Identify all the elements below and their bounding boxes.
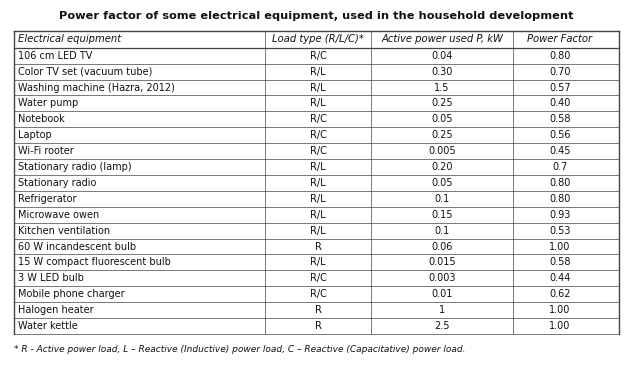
Text: 0.93: 0.93: [549, 210, 571, 220]
Text: * R - Active power load, L – Reactive (Inductive) power load, C – Reactive (Capa: * R - Active power load, L – Reactive (I…: [14, 345, 465, 354]
Text: 0.56: 0.56: [549, 130, 571, 140]
Text: R/L: R/L: [310, 225, 326, 236]
Text: 60 W incandescent bulb: 60 W incandescent bulb: [18, 242, 136, 251]
Text: 0.01: 0.01: [431, 289, 453, 299]
Text: 1.5: 1.5: [434, 82, 449, 93]
Text: 0.44: 0.44: [549, 273, 571, 283]
Text: 0.25: 0.25: [431, 130, 453, 140]
Text: R/C: R/C: [310, 130, 327, 140]
Text: 0.1: 0.1: [434, 225, 449, 236]
Text: R: R: [315, 305, 322, 315]
Text: 0.40: 0.40: [549, 98, 571, 108]
Text: Refrigerator: Refrigerator: [18, 194, 77, 204]
Text: 0.7: 0.7: [553, 162, 568, 172]
Text: 0.015: 0.015: [429, 257, 456, 268]
Text: 2.5: 2.5: [434, 321, 450, 331]
Text: 106 cm LED TV: 106 cm LED TV: [18, 51, 92, 61]
Text: Electrical equipment: Electrical equipment: [18, 34, 121, 44]
Text: Color TV set (vacuum tube): Color TV set (vacuum tube): [18, 67, 153, 76]
Text: Kitchen ventilation: Kitchen ventilation: [18, 225, 110, 236]
Text: 3 W LED bulb: 3 W LED bulb: [18, 273, 84, 283]
Text: 0.003: 0.003: [429, 273, 456, 283]
Text: R/L: R/L: [310, 82, 326, 93]
Text: Load type (R/L/C)*: Load type (R/L/C)*: [272, 34, 364, 44]
Text: R/L: R/L: [310, 178, 326, 188]
Text: 0.62: 0.62: [549, 289, 571, 299]
Text: Water kettle: Water kettle: [18, 321, 78, 331]
Text: R/L: R/L: [310, 257, 326, 268]
Text: 0.80: 0.80: [549, 194, 571, 204]
Text: 0.15: 0.15: [431, 210, 453, 220]
Text: Microwave owen: Microwave owen: [18, 210, 99, 220]
Text: 0.20: 0.20: [431, 162, 453, 172]
Text: 0.05: 0.05: [431, 178, 453, 188]
Text: R/C: R/C: [310, 114, 327, 124]
Text: 0.80: 0.80: [549, 51, 571, 61]
Text: R/L: R/L: [310, 162, 326, 172]
Text: Mobile phone charger: Mobile phone charger: [18, 289, 125, 299]
Text: Power factor of some electrical equipment, used in the household development: Power factor of some electrical equipmen…: [60, 11, 573, 21]
Text: 0.80: 0.80: [549, 178, 571, 188]
Text: 1.00: 1.00: [549, 242, 571, 251]
Text: 0.70: 0.70: [549, 67, 571, 76]
Text: 0.25: 0.25: [431, 98, 453, 108]
Text: R/L: R/L: [310, 98, 326, 108]
Text: R/L: R/L: [310, 210, 326, 220]
Text: Wi-Fi rooter: Wi-Fi rooter: [18, 146, 74, 156]
Text: 0.58: 0.58: [549, 114, 571, 124]
Text: 0.58: 0.58: [549, 257, 571, 268]
Text: 0.57: 0.57: [549, 82, 571, 93]
Text: Active power used P, kW: Active power used P, kW: [381, 34, 503, 44]
Text: 0.53: 0.53: [549, 225, 571, 236]
Text: R/C: R/C: [310, 273, 327, 283]
Text: 0.04: 0.04: [431, 51, 453, 61]
Text: 1: 1: [439, 305, 445, 315]
Text: Notebook: Notebook: [18, 114, 65, 124]
Text: 0.005: 0.005: [429, 146, 456, 156]
Text: Stationary radio (lamp): Stationary radio (lamp): [18, 162, 132, 172]
Text: R/C: R/C: [310, 289, 327, 299]
Text: 1.00: 1.00: [549, 321, 571, 331]
Text: 0.1: 0.1: [434, 194, 449, 204]
Text: Stationary radio: Stationary radio: [18, 178, 96, 188]
Text: 1.00: 1.00: [549, 305, 571, 315]
Text: Halogen heater: Halogen heater: [18, 305, 94, 315]
Text: R: R: [315, 242, 322, 251]
Text: 15 W compact fluorescent bulb: 15 W compact fluorescent bulb: [18, 257, 171, 268]
Text: Power Factor: Power Factor: [527, 34, 592, 44]
Text: Water pump: Water pump: [18, 98, 78, 108]
Text: R/C: R/C: [310, 146, 327, 156]
Text: R/L: R/L: [310, 194, 326, 204]
Text: R/C: R/C: [310, 51, 327, 61]
Text: 0.05: 0.05: [431, 114, 453, 124]
Text: 0.06: 0.06: [431, 242, 453, 251]
Text: 0.30: 0.30: [431, 67, 453, 76]
Text: Washing machine (Hazra, 2012): Washing machine (Hazra, 2012): [18, 82, 175, 93]
Text: R: R: [315, 321, 322, 331]
Text: 0.45: 0.45: [549, 146, 571, 156]
Text: R/L: R/L: [310, 67, 326, 76]
Text: Laptop: Laptop: [18, 130, 52, 140]
